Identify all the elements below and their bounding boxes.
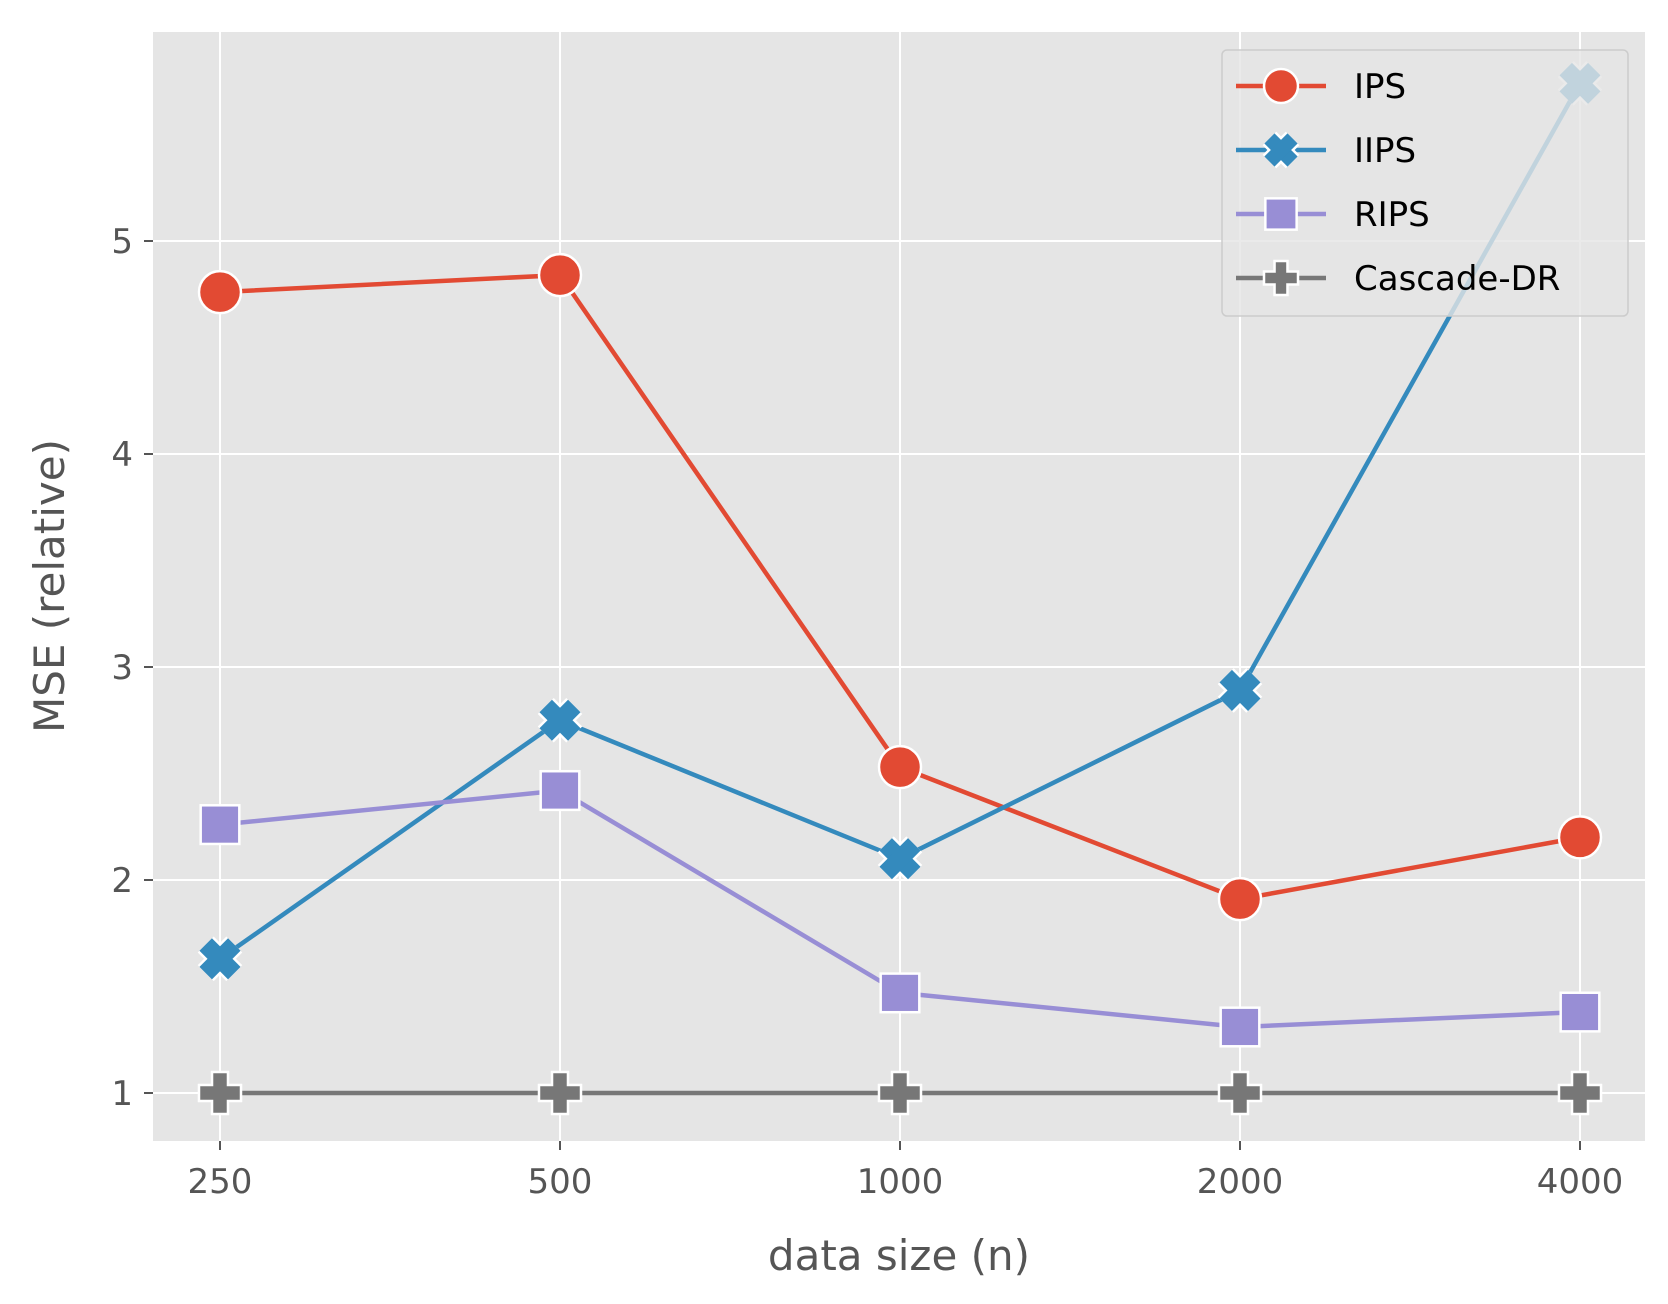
data-point-rips: [199, 804, 241, 846]
data-point-iips-stroke: [539, 699, 581, 741]
data-point-cascade-dr: [1557, 1070, 1603, 1116]
x-tick-label: 500: [528, 1162, 593, 1202]
legend-marker-cascade-dr: [1262, 259, 1300, 297]
data-point-rips: [1219, 1006, 1261, 1048]
x-tick-label: 1000: [857, 1162, 944, 1202]
data-point-iips-stroke: [1219, 669, 1261, 711]
data-point-iips-stroke: [879, 838, 921, 880]
y-tick-label: 2: [111, 861, 133, 901]
x-axis-label: data size (n): [768, 1231, 1030, 1280]
data-point-rips: [539, 769, 581, 812]
data-point-iips: [537, 697, 583, 743]
legend-item-cascade-dr: Cascade-DR: [1236, 259, 1560, 299]
data-point-cascade-dr: [537, 1070, 583, 1116]
data-point-rips: [879, 972, 921, 1014]
data-point-rips: [1559, 991, 1601, 1033]
legend-item-rips: RIPS: [1236, 195, 1430, 235]
legend: IPS IIPS RIPS Cascade-DR: [1221, 49, 1629, 317]
data-point-iips: [1217, 668, 1263, 713]
data-point-iips: [197, 936, 243, 982]
y-tick-label: 1: [111, 1074, 133, 1114]
data-point-ips: [1217, 876, 1263, 922]
data-point-ips: [197, 269, 243, 315]
series-cascade-dr: [197, 1070, 1603, 1116]
legend-label-rips: RIPS: [1354, 195, 1430, 235]
data-point-ips: [537, 252, 583, 298]
legend-item-ips: IPS: [1236, 67, 1406, 107]
data-point-ips: [1557, 815, 1603, 860]
y-tick-label: 5: [111, 222, 133, 262]
data-point-cascade-dr: [877, 1070, 923, 1116]
data-point-ips: [877, 744, 923, 790]
ticks: 250 500 1000 2000 4000 1 2 3 4 5: [111, 222, 1623, 1202]
legend-label-iips: IIPS: [1354, 131, 1416, 171]
series-ips: [197, 252, 1603, 922]
legend-marker-ips: [1262, 67, 1300, 105]
legend-label-ips: IPS: [1354, 67, 1406, 107]
legend-marker-iips-stroke: [1264, 133, 1298, 167]
legend-box: [1221, 49, 1629, 317]
legend-marker-rips: [1264, 197, 1298, 231]
legend-item-iips: IIPS: [1236, 131, 1416, 171]
y-tick-label: 4: [111, 435, 133, 475]
x-tick-label: 2000: [1197, 1162, 1284, 1202]
data-point-iips: [877, 836, 923, 881]
data-point-iips-stroke: [199, 938, 241, 980]
y-tick-label: 3: [111, 648, 133, 688]
series-rips: [199, 769, 1601, 1048]
legend-marker-iips: [1262, 131, 1300, 169]
data-point-cascade-dr: [1217, 1070, 1263, 1116]
data-point-cascade-dr: [197, 1070, 243, 1116]
x-tick-label: 4000: [1537, 1162, 1624, 1202]
x-tick-label: 250: [188, 1162, 253, 1202]
legend-label-cascade-dr: Cascade-DR: [1354, 259, 1560, 299]
y-axis-label: MSE (relative): [25, 439, 74, 733]
